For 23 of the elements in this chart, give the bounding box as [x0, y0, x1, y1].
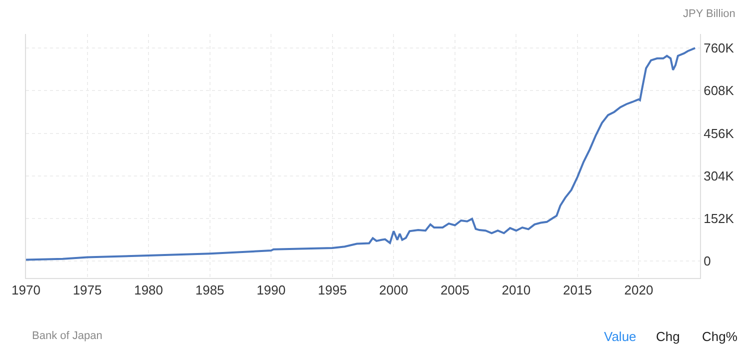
x-tick-label: 2015 [562, 282, 592, 298]
x-tick-label: 2010 [502, 282, 531, 298]
x-tick-label: 1970 [12, 282, 40, 298]
y-axis-title: JPY Billion [683, 8, 736, 20]
x-tick-label: 2005 [440, 282, 470, 298]
x-tick-label: 1975 [72, 282, 102, 298]
y-tick-label: 760K [704, 40, 734, 56]
y-tick-label: 304K [704, 168, 734, 184]
x-tick-label: 2020 [624, 282, 654, 298]
y-tick-label: 0 [704, 254, 711, 269]
x-tick-label: 2000 [379, 282, 408, 298]
x-tick-label: 1995 [318, 282, 347, 298]
y-tick-label: 608K [704, 83, 734, 98]
y-tick-label: 152K [704, 211, 734, 226]
x-tick-label: 1985 [195, 282, 224, 298]
x-tick-label: 1990 [256, 282, 286, 298]
text: Chg [656, 329, 680, 344]
text: Bank of Japan [32, 330, 102, 342]
x-tick-label: 1980 [134, 282, 164, 298]
text: Chg% [702, 329, 738, 344]
text: Value [604, 329, 636, 344]
y-tick-label: 456K [704, 126, 734, 141]
line-series [26, 47, 696, 261]
